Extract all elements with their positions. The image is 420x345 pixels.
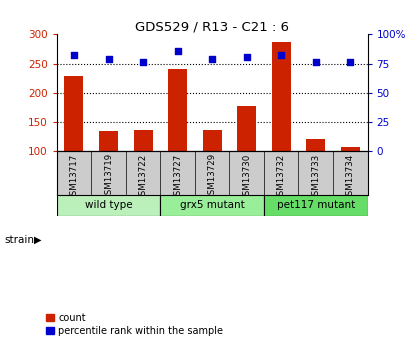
Text: GSM13730: GSM13730: [242, 153, 251, 200]
Text: strain: strain: [4, 235, 34, 245]
Text: GSM13722: GSM13722: [139, 153, 147, 200]
Bar: [306, 139, 325, 151]
Bar: [57, 195, 160, 216]
Bar: [99, 131, 118, 151]
Point: [174, 48, 181, 53]
Text: GSM13717: GSM13717: [69, 153, 79, 200]
Text: GSM13733: GSM13733: [311, 153, 320, 200]
Bar: [237, 106, 256, 151]
Text: GSM13732: GSM13732: [277, 153, 286, 200]
Bar: [160, 195, 264, 216]
Text: GSM13727: GSM13727: [173, 153, 182, 200]
Point: [312, 60, 319, 65]
Bar: [168, 69, 187, 151]
Text: GSM13734: GSM13734: [346, 153, 355, 200]
Text: GSM13729: GSM13729: [207, 153, 217, 200]
Text: grx5 mutant: grx5 mutant: [180, 200, 244, 210]
Point: [347, 60, 354, 65]
Text: pet117 mutant: pet117 mutant: [277, 200, 355, 210]
Bar: [272, 42, 291, 151]
Point: [140, 60, 147, 65]
Text: ▶: ▶: [34, 235, 42, 245]
Point: [209, 56, 215, 62]
Bar: [264, 195, 368, 216]
Point: [105, 56, 112, 62]
Bar: [202, 130, 222, 151]
Text: wild type: wild type: [85, 200, 132, 210]
Point: [243, 54, 250, 59]
Point: [71, 53, 77, 58]
Bar: [65, 77, 84, 151]
Bar: [341, 147, 360, 151]
Title: GDS529 / R13 - C21 : 6: GDS529 / R13 - C21 : 6: [135, 20, 289, 33]
Text: GSM13719: GSM13719: [104, 153, 113, 200]
Bar: [134, 130, 152, 151]
Point: [278, 53, 284, 58]
Legend: count, percentile rank within the sample: count, percentile rank within the sample: [45, 312, 224, 337]
